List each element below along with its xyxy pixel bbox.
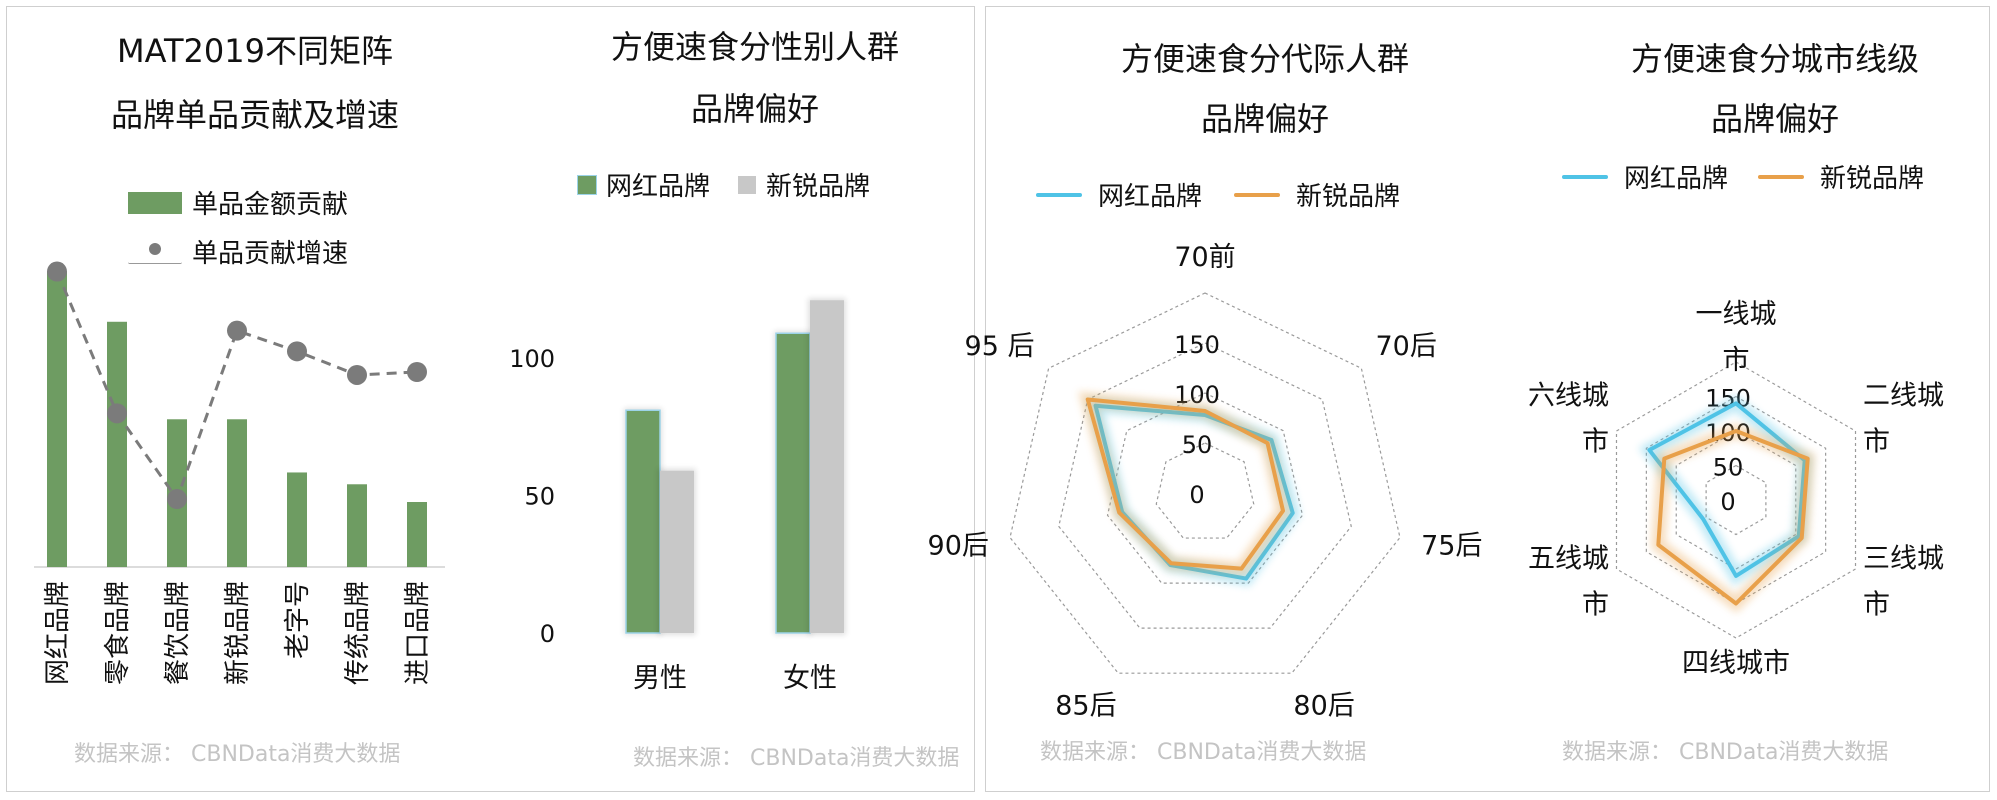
- chart1-bar: [107, 321, 127, 567]
- chart3-series-glow: [1078, 391, 1291, 576]
- chart3-title-line2: 品牌偏好: [1200, 100, 1329, 138]
- chart1-category-label: 进口品牌: [403, 581, 433, 685]
- data-source-1: 数据来源： CBNData消费大数据: [74, 742, 401, 767]
- chart4-axis-label: 市: [1863, 427, 1890, 458]
- chart2-y-tick: 0: [540, 620, 555, 648]
- chart2-bar: [625, 409, 661, 634]
- chart3-grid-ring: [1058, 342, 1352, 629]
- legend-blue-label: 网红品牌: [1624, 164, 1729, 194]
- chart2-legend-item-1: 网红品牌: [578, 166, 710, 203]
- legend-orange-label: 新锐品牌: [1296, 182, 1401, 212]
- chart4-r-tick: 0: [1720, 488, 1735, 516]
- chart4-title-line1: 方便速食分城市线级: [1630, 40, 1919, 78]
- legend-green-label: 网红品牌: [606, 172, 711, 202]
- chart1-category-label: 新锐品牌: [223, 581, 253, 685]
- chart1-growth-dot: [107, 403, 127, 424]
- legend-orange-swatch: [1234, 192, 1280, 197]
- legend-bar-swatch: [128, 191, 182, 214]
- chart4-title-line2: 品牌偏好: [1710, 100, 1839, 138]
- chart1-growth-dot: [47, 261, 67, 282]
- chart4-axis-label: 四线城市: [1682, 648, 1790, 679]
- chart1-bar: [47, 271, 67, 567]
- chart3-r-tick: 0: [1189, 481, 1204, 509]
- legend-dot-swatch: [128, 239, 182, 264]
- chart1-category-label: 老字号: [283, 581, 313, 659]
- chart2-y-tick: 50: [524, 483, 555, 511]
- chart2-title-line2: 品牌偏好: [690, 90, 819, 128]
- chart1-bar: [347, 484, 367, 567]
- chart3-axis-label: 90后: [928, 531, 989, 562]
- chart1-growth-dot: [407, 362, 427, 382]
- legend-dot-label: 单品贡献增速: [192, 239, 349, 269]
- chart1-category-label: 餐饮品牌: [163, 581, 193, 685]
- chart1-bar: [407, 502, 427, 567]
- chart1-growth-dot: [227, 320, 247, 341]
- chart2-bar: [775, 332, 811, 634]
- chart1-growth-dot: [347, 364, 367, 385]
- chart3-grid-ring: [1106, 392, 1304, 584]
- legend-blue-swatch: [1562, 174, 1608, 179]
- chart2-category-label: 女性: [783, 663, 837, 694]
- chart3-axis-label: 70后: [1376, 331, 1437, 362]
- chart3-title-line1: 方便速食分代际人群: [1120, 40, 1409, 78]
- chart4-series-line: [1656, 429, 1810, 606]
- chart3-axis-label: 85后: [1055, 691, 1116, 722]
- chart4-grid-ring: [1705, 464, 1767, 536]
- data-source-2: 数据来源： CBNData消费大数据: [633, 746, 960, 771]
- data-source-4: 数据来源： CBNData消费大数据: [1562, 740, 1889, 765]
- chart3-axis-label: 80后: [1293, 691, 1354, 722]
- chart2-bar: [660, 470, 694, 633]
- chart1-legend-bar: 单品金额贡献: [128, 184, 348, 221]
- chart1-legend-line: 单品贡献增速: [128, 233, 348, 270]
- chart1-growth-dot: [167, 489, 187, 510]
- chart1-bar: [287, 472, 307, 567]
- chart3-legend-item-2: 新锐品牌: [1234, 176, 1400, 213]
- chart4-axis-label: 六线城: [1528, 381, 1609, 412]
- chart4-axis-label: 市: [1863, 589, 1890, 620]
- chart4-r-tick: 50: [1713, 454, 1744, 482]
- chart2-category-label: 男性: [633, 663, 687, 694]
- chart3-axis-label: 95 后: [965, 331, 1035, 362]
- legend-blue-swatch: [1036, 192, 1082, 197]
- chart3-axis-label: 70前: [1174, 242, 1235, 273]
- chart3-axis-label: 75后: [1421, 531, 1482, 562]
- chart3-grid-ring: [1155, 442, 1255, 539]
- chart1-title-line1: MAT2019不同矩阵: [116, 32, 393, 70]
- chart4-axis-label: 市: [1723, 345, 1750, 376]
- chart4-axis-label: 五线城: [1528, 543, 1609, 574]
- legend-orange-label: 新锐品牌: [1820, 164, 1925, 194]
- chart4-legend-item-1: 网红品牌: [1562, 158, 1728, 195]
- legend-blue-label: 网红品牌: [1098, 182, 1203, 212]
- chart1-growth-dot: [287, 341, 307, 362]
- chart2-legend-item-2: 新锐品牌: [738, 166, 870, 203]
- legend-grey-swatch: [738, 175, 756, 194]
- chart4-legend-item-2: 新锐品牌: [1758, 158, 1924, 195]
- chart1-category-label: 传统品牌: [343, 581, 373, 685]
- chart4-axis-label: 二线城: [1863, 381, 1944, 412]
- legend-bar-label: 单品金额贡献: [192, 190, 349, 220]
- chart4-axis-label: 三线城: [1863, 543, 1944, 574]
- chart3-r-tick: 50: [1182, 431, 1213, 459]
- chart1-bar: [227, 419, 247, 567]
- chart4-axis-label: 市: [1582, 589, 1609, 620]
- legend-green-swatch: [578, 175, 596, 194]
- chart2-bar: [810, 300, 844, 633]
- chart1-category-label: 网红品牌: [43, 581, 73, 685]
- legend-grey-label: 新锐品牌: [766, 172, 871, 202]
- chart4-axis-label: 一线城: [1696, 299, 1777, 330]
- data-source-3: 数据来源： CBNData消费大数据: [1040, 740, 1367, 765]
- chart4-axis-label: 市: [1582, 427, 1609, 458]
- chart3-legend-item-1: 网红品牌: [1036, 176, 1202, 213]
- chart3-series-line: [1085, 397, 1285, 571]
- chart1-category-label: 零食品牌: [103, 581, 133, 685]
- chart1-title-line2: 品牌单品贡献及增速: [110, 96, 399, 134]
- chart2-y-tick: 100: [509, 345, 555, 373]
- chart3-grid-ring: [1009, 292, 1401, 674]
- chart3-r-tick: 150: [1174, 331, 1220, 359]
- legend-orange-swatch: [1758, 174, 1804, 179]
- chart2-title-line1: 方便速食分性别人群: [610, 28, 899, 66]
